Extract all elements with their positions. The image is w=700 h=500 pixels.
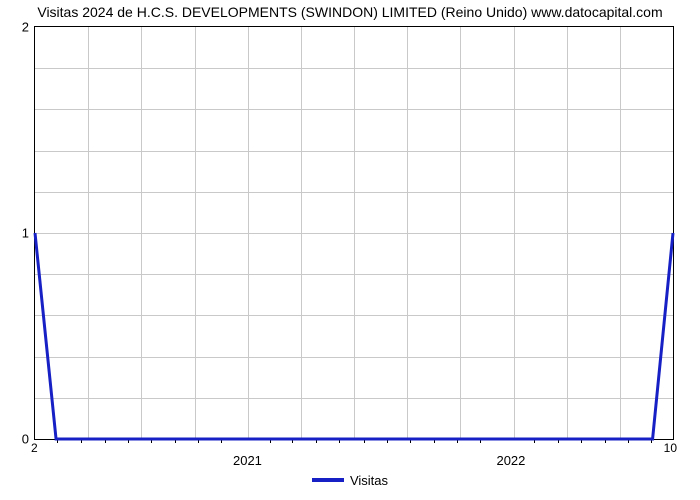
chart-legend: Visitas — [0, 470, 700, 488]
legend-label: Visitas — [350, 473, 388, 488]
chart-plot-area: 2 10 01220212022 — [34, 26, 674, 440]
chart-title: Visitas 2024 de H.C.S. DEVELOPMENTS (SWI… — [0, 4, 700, 20]
chart-line-layer — [35, 27, 673, 439]
x-corner-right: 10 — [664, 439, 677, 455]
series-line — [35, 233, 673, 439]
x-major-label: 2022 — [496, 439, 525, 468]
y-tick-label: 0 — [22, 432, 35, 447]
y-tick-label: 1 — [22, 226, 35, 241]
y-tick-label: 2 — [22, 20, 35, 35]
legend-swatch — [312, 478, 344, 482]
x-major-label: 2021 — [233, 439, 262, 468]
